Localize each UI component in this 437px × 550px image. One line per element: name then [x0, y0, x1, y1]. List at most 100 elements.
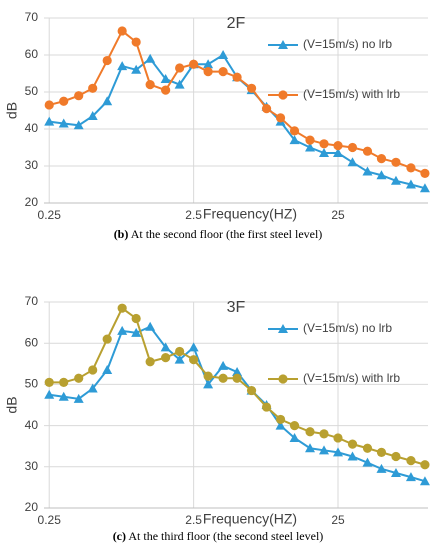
- caption: (b) At the second floor (the first steel…: [114, 227, 323, 241]
- marker: [305, 443, 316, 453]
- marker: [145, 357, 155, 367]
- marker: [44, 377, 54, 387]
- marker: [362, 166, 373, 176]
- marker: [333, 447, 344, 457]
- x-tick-label: 25: [331, 208, 345, 222]
- marker: [74, 373, 84, 383]
- x-tick-label: 0.25: [38, 513, 62, 527]
- marker: [174, 79, 185, 89]
- marker: [420, 460, 430, 470]
- marker: [203, 371, 213, 381]
- legend-label: (V=15m/s) no lrb: [303, 37, 392, 51]
- y-tick-label: 70: [25, 10, 39, 24]
- marker: [405, 472, 416, 482]
- marker: [391, 157, 401, 167]
- marker: [246, 385, 257, 396]
- marker: [131, 37, 141, 47]
- y-tick-label: 20: [25, 195, 39, 209]
- marker: [58, 118, 69, 128]
- marker: [319, 139, 329, 149]
- marker: [161, 85, 171, 95]
- marker: [376, 447, 387, 457]
- y-tick-label: 40: [25, 418, 39, 432]
- marker: [88, 83, 98, 93]
- x-axis-label: Frequency(HZ): [203, 511, 297, 527]
- marker: [203, 67, 213, 77]
- marker: [275, 420, 286, 430]
- marker: [59, 377, 69, 387]
- marker: [87, 111, 98, 121]
- marker: [376, 463, 387, 473]
- legend-label: (V=15m/s) no lrb: [303, 321, 392, 335]
- marker: [289, 432, 300, 442]
- y-tick-label: 50: [25, 84, 39, 98]
- marker: [278, 374, 288, 384]
- marker: [278, 324, 288, 333]
- marker: [419, 476, 430, 486]
- y-tick-label: 60: [25, 335, 39, 349]
- caption-text: At the third floor (the second steel lev…: [126, 529, 323, 543]
- marker: [232, 373, 242, 383]
- marker: [347, 439, 358, 449]
- marker: [218, 360, 229, 370]
- marker: [88, 365, 98, 375]
- marker: [289, 421, 300, 431]
- marker: [203, 379, 214, 389]
- marker: [305, 142, 316, 152]
- marker: [246, 83, 257, 93]
- marker: [405, 179, 416, 189]
- marker: [319, 429, 329, 439]
- marker: [175, 346, 185, 357]
- x-axis-label: Frequency(HZ): [203, 206, 297, 222]
- marker: [218, 373, 228, 383]
- marker: [145, 321, 156, 331]
- y-tick-label: 40: [25, 121, 39, 135]
- marker: [102, 364, 113, 374]
- marker: [362, 457, 373, 467]
- marker: [376, 154, 387, 164]
- x-tick-label: 0.25: [38, 208, 62, 222]
- marker: [391, 451, 401, 462]
- x-tick-label: 2.5: [185, 513, 202, 527]
- marker: [189, 59, 199, 69]
- marker: [261, 104, 272, 114]
- marker: [289, 126, 300, 136]
- y-tick-label: 60: [25, 47, 39, 61]
- marker: [232, 72, 242, 82]
- marker: [102, 96, 113, 106]
- marker: [73, 393, 84, 403]
- marker: [305, 427, 315, 437]
- marker: [376, 170, 387, 180]
- marker: [390, 467, 401, 477]
- caption-label: (c): [113, 529, 126, 543]
- marker: [278, 90, 288, 100]
- marker: [275, 414, 286, 425]
- marker: [117, 325, 128, 335]
- legend-label: (V=15m/s) with lrb: [303, 87, 400, 101]
- marker: [347, 157, 358, 167]
- y-tick-label: 50: [25, 377, 39, 391]
- marker: [174, 354, 185, 364]
- marker: [347, 451, 358, 461]
- marker: [333, 433, 343, 443]
- marker: [362, 443, 373, 453]
- marker: [102, 334, 112, 344]
- x-tick-label: 25: [331, 513, 345, 527]
- y-axis-label: dB: [4, 102, 20, 119]
- marker: [333, 141, 343, 151]
- y-tick-label: 30: [25, 459, 39, 473]
- marker: [278, 40, 288, 49]
- marker: [218, 67, 228, 77]
- caption: (c) At the third floor (the second steel…: [113, 529, 324, 543]
- marker: [102, 55, 112, 66]
- marker: [58, 391, 69, 401]
- marker: [319, 445, 330, 455]
- marker: [261, 402, 272, 412]
- marker: [189, 355, 199, 365]
- marker: [59, 96, 69, 106]
- marker: [87, 383, 98, 393]
- marker: [161, 353, 171, 363]
- marker: [319, 148, 330, 158]
